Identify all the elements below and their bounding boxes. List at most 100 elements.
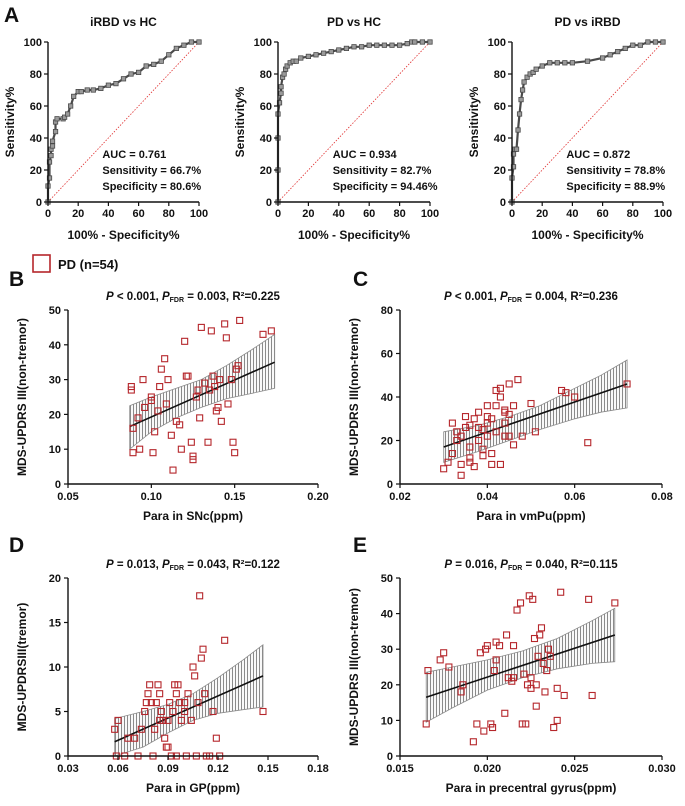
specificity-value: Specificity = 88.9% — [566, 181, 665, 193]
y-axis-label: Sensitivity% — [3, 86, 17, 157]
x-tick-label: 0.030 — [648, 763, 676, 775]
y-tick-label: 40 — [381, 609, 393, 621]
stats-segment: < 0.001, — [114, 291, 162, 303]
reference-line — [511, 41, 664, 203]
data-point — [134, 414, 142, 422]
data-point — [501, 709, 509, 717]
x-tick-label: 0.15 — [224, 491, 245, 503]
y-tick-label: 50 — [381, 573, 393, 585]
x-axis-label: Para in vmPu(ppm) — [476, 509, 585, 523]
stats-subscript: FDR — [170, 565, 184, 572]
roc-point — [427, 39, 433, 45]
data-point — [531, 428, 539, 436]
stats-title: P = 0.013, PFDR = 0.043, R²=0.122 — [106, 559, 280, 572]
data-point — [550, 723, 558, 732]
data-point — [466, 458, 474, 466]
data-point — [136, 445, 144, 453]
roc-point — [547, 60, 553, 66]
data-point — [530, 634, 539, 643]
x-tick-label: 0 — [509, 208, 515, 220]
roc-point — [396, 42, 403, 48]
y-tick-label: 50 — [49, 305, 61, 317]
data-point — [157, 707, 165, 716]
data-point — [189, 663, 197, 671]
chart-title: iRBD vs HC — [90, 15, 157, 29]
data-point — [131, 734, 139, 742]
roc-point — [622, 45, 628, 52]
data-point — [176, 421, 184, 429]
data-point — [502, 631, 511, 639]
roc-point — [518, 97, 524, 103]
data-point — [194, 386, 202, 394]
roc-point — [419, 39, 426, 45]
x-tick-label: 0.12 — [207, 763, 228, 775]
data-point — [422, 720, 430, 728]
confidence-band — [114, 643, 264, 757]
data-point — [490, 667, 498, 675]
data-point — [623, 380, 631, 388]
data-point — [216, 376, 224, 384]
x-tick-label: 0.18 — [307, 763, 328, 775]
x-tick-label: 0.03 — [57, 763, 78, 775]
roc-point — [519, 87, 526, 93]
data-point — [197, 654, 205, 662]
data-point — [440, 649, 448, 657]
roc-point — [513, 146, 520, 152]
x-tick-label: 0.06 — [564, 491, 585, 503]
y-tick-label: 20 — [494, 165, 506, 177]
data-point — [221, 636, 229, 644]
data-point — [169, 707, 177, 716]
data-point — [546, 652, 554, 660]
data-point — [181, 707, 189, 716]
y-axis-label: MDS-UPDRS III(non-tremor) — [347, 318, 361, 476]
y-tick-label: 60 — [260, 101, 272, 113]
y-tick-label: 60 — [30, 101, 42, 113]
roc-point — [637, 42, 643, 48]
data-point — [217, 417, 225, 425]
x-tick-label: 0 — [45, 208, 51, 220]
x-axis-label: Para in precentral gyrus(ppm) — [446, 781, 617, 795]
roc-chart-irbd-vs-hc: iRBD vs HC 0 20 40 60 80 100 0 20 40 60 80 100 100% -… — [3, 15, 208, 242]
data-point — [149, 449, 157, 457]
y-tick-label: 80 — [260, 69, 272, 81]
data-point — [184, 372, 192, 380]
data-point — [487, 720, 495, 728]
roc-point — [521, 79, 527, 85]
data-point — [505, 380, 513, 388]
scatter-chart-snc: 0.05 0.10 0.15 0.20 0 10 20 30 40 50 Para in SNc(p… — [15, 291, 329, 523]
roc-point — [298, 55, 304, 61]
x-tick-label: 80 — [393, 208, 405, 220]
data-point — [513, 606, 521, 614]
roc-point — [84, 87, 90, 93]
roc-point — [49, 143, 56, 149]
data-point — [457, 460, 465, 468]
data-point — [267, 327, 275, 335]
data-point — [231, 449, 239, 457]
data-point — [424, 667, 432, 675]
data-point — [496, 642, 504, 650]
data-point — [483, 642, 491, 650]
roc-point — [412, 39, 418, 45]
y-tick-label: 30 — [49, 375, 61, 387]
roc-point — [630, 42, 636, 48]
data-point — [514, 376, 522, 384]
data-point — [142, 699, 150, 707]
data-point — [234, 362, 242, 370]
data-point — [466, 443, 474, 451]
y-tick-label: 0 — [387, 751, 393, 763]
roc-point — [78, 89, 84, 95]
data-point — [560, 691, 568, 700]
roc-point — [374, 42, 380, 48]
stats-segment: = 0.043, R²=0.122 — [184, 559, 280, 571]
roc-point — [539, 63, 545, 69]
data-point — [457, 432, 465, 440]
data-point — [222, 334, 230, 342]
stats-segment: = 0.004, R²=0.236 — [522, 291, 618, 303]
x-axis-label: 100% - Specificity% — [531, 228, 643, 242]
confidence-band — [425, 607, 616, 723]
data-point — [211, 383, 219, 391]
data-point — [154, 681, 162, 689]
data-point — [147, 699, 155, 707]
data-point — [457, 471, 465, 479]
y-tick-label: 20 — [49, 409, 61, 421]
